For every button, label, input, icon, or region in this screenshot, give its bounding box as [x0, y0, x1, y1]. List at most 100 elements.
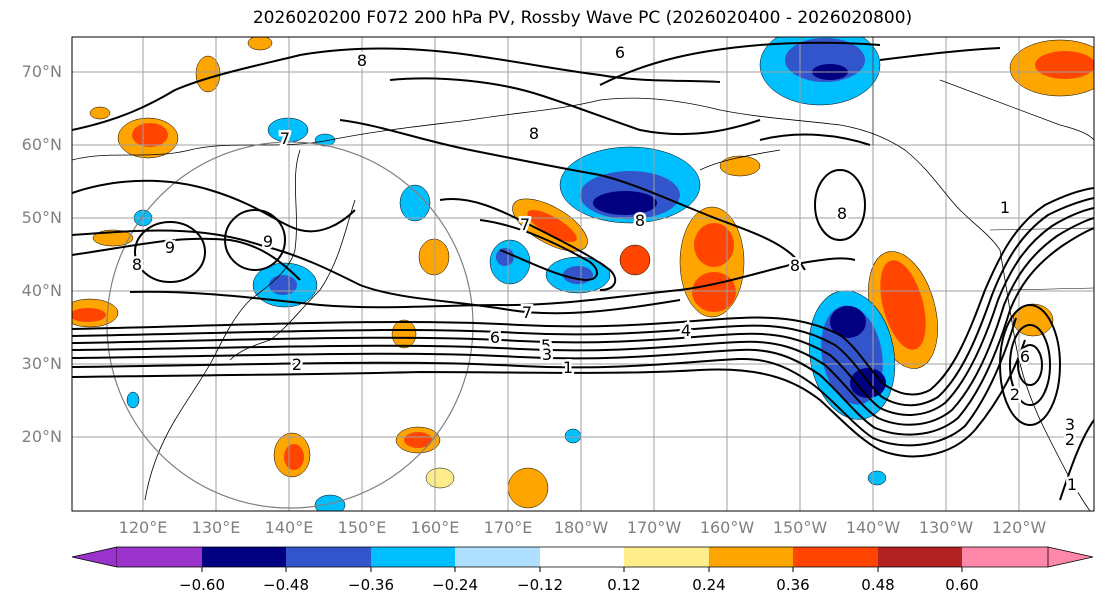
- lon-label: 170°W: [626, 518, 682, 537]
- contour-label: 2: [1010, 385, 1020, 404]
- lat-label: 30°N: [21, 354, 62, 373]
- colorbar-tick-label: −0.36: [348, 576, 394, 594]
- lon-label: 150°W: [772, 518, 828, 537]
- colorbar: [71, 546, 1094, 572]
- lat-label: 60°N: [21, 135, 62, 154]
- anomaly-blob: [269, 275, 297, 295]
- colorbar-extend-min: [71, 546, 118, 568]
- anomaly-blob: [89, 106, 111, 120]
- lon-label: 180°W: [553, 518, 609, 537]
- lon-label: 160°E: [410, 518, 460, 537]
- anomaly-blob: [880, 260, 926, 350]
- contour-labels: 6 8 8 7 9 9 8 5 7 6 4 5 3 1 2 8 1 6 2 3 …: [129, 41, 1079, 497]
- contour-label: 1: [1067, 475, 1077, 494]
- anomaly-blob: [132, 123, 168, 147]
- colorbar-segment: [371, 547, 455, 567]
- anomaly-blob: [563, 266, 593, 284]
- country-borders: [872, 37, 1094, 291]
- colorbar-segment: [709, 547, 793, 567]
- colorbar-segment: [117, 547, 202, 567]
- anomaly-blob: [425, 467, 455, 489]
- anomaly-blob: [692, 272, 736, 312]
- lon-label: 130°E: [191, 518, 241, 537]
- colorbar-tick-label: 0.24: [692, 576, 726, 594]
- colorbar-tick-label: −0.48: [263, 576, 309, 594]
- anomaly-blob: [92, 229, 134, 247]
- lon-label: 170°E: [483, 518, 533, 537]
- lat-label: 70°N: [21, 62, 62, 81]
- anomaly-blob: [391, 319, 417, 349]
- anomaly-blob: [247, 37, 273, 51]
- anomaly-blob: [404, 432, 432, 448]
- lon-label: 140°E: [264, 518, 314, 537]
- anomaly-blob: [694, 223, 734, 267]
- contour-label: 8: [635, 211, 645, 230]
- reference-circle: [106, 141, 474, 509]
- anomaly-blob: [719, 155, 761, 177]
- lat-label: 50°N: [21, 208, 62, 227]
- map-frame: [71, 36, 1095, 512]
- lon-label: 120°W: [991, 518, 1047, 537]
- anomaly-blob: [867, 470, 887, 486]
- contour-label: 6: [490, 328, 500, 347]
- lat-label: 20°N: [21, 427, 62, 446]
- contour-label: 5: [541, 336, 551, 355]
- anomaly-blob: [1035, 51, 1094, 79]
- anomaly-blob: [284, 444, 304, 470]
- colorbar-segment: [624, 547, 709, 567]
- contour-label: 8: [837, 204, 847, 223]
- anomaly-blob: [72, 308, 106, 322]
- contour-label: 2: [1065, 430, 1075, 449]
- contour-label: 8: [357, 51, 367, 70]
- negative-anomaly-fills: [126, 37, 896, 511]
- colorbar-segment: [286, 547, 371, 567]
- anomaly-blob: [418, 238, 450, 276]
- contour-label: 7: [520, 215, 530, 234]
- colorbar-segment: [793, 547, 878, 567]
- contour-label: 6: [1020, 347, 1030, 366]
- colorbar-tick-label: 0.36: [776, 576, 810, 594]
- contour-label: 9: [263, 232, 273, 251]
- colorbar-segment: [878, 547, 962, 567]
- contour-label: 9: [165, 238, 175, 257]
- contour-label: 8: [529, 124, 539, 143]
- contour-label: 2: [292, 355, 302, 374]
- colorbar-segment: [202, 547, 286, 567]
- colorbar-tick-label: −0.12: [517, 576, 563, 594]
- colorbar-tick-label: −0.60: [179, 576, 225, 594]
- anomaly-blob: [593, 191, 657, 215]
- lon-label: 130°W: [918, 518, 974, 537]
- lon-label: 160°W: [699, 518, 755, 537]
- contour-label: 3: [1065, 415, 1075, 434]
- contour-label: 1: [563, 358, 573, 377]
- anomaly-blob: [126, 391, 140, 409]
- colorbar-tick-label: 0.48: [861, 576, 895, 594]
- pv-contours: [72, 41, 1094, 501]
- lon-label: 150°E: [337, 518, 387, 537]
- colorbar-segment: [540, 547, 624, 567]
- contour-label: 8: [132, 255, 142, 274]
- contour-label: 4: [681, 321, 691, 340]
- contour-label: 5: [541, 334, 551, 353]
- lon-label: 140°W: [845, 518, 901, 537]
- anomaly-blob: [619, 244, 651, 276]
- contour-label: 7: [522, 303, 532, 322]
- lon-label: 120°E: [118, 518, 168, 537]
- colorbar-tick-label: 0.60: [945, 576, 979, 594]
- colorbar-segment: [455, 547, 540, 567]
- colorbar-tick-label: 0.12: [607, 576, 641, 594]
- anomaly-blob: [314, 133, 336, 147]
- contour-label: 1: [1000, 198, 1010, 217]
- colorbar-segment: [962, 547, 1048, 567]
- contour-label: 3: [542, 345, 552, 364]
- lat-label: 40°N: [21, 281, 62, 300]
- contour-label: 8: [790, 256, 800, 275]
- anomaly-blob: [399, 184, 431, 222]
- contour-label: 7: [280, 129, 290, 148]
- anomaly-blob: [496, 248, 514, 266]
- anomaly-blob: [564, 428, 582, 444]
- colorbar-tick-label: −0.24: [432, 576, 478, 594]
- map-title: 2026020200 F072 200 hPa PV, Rossby Wave …: [252, 8, 913, 28]
- colorbar-extend-max: [1047, 546, 1094, 568]
- anomaly-blob: [830, 306, 866, 338]
